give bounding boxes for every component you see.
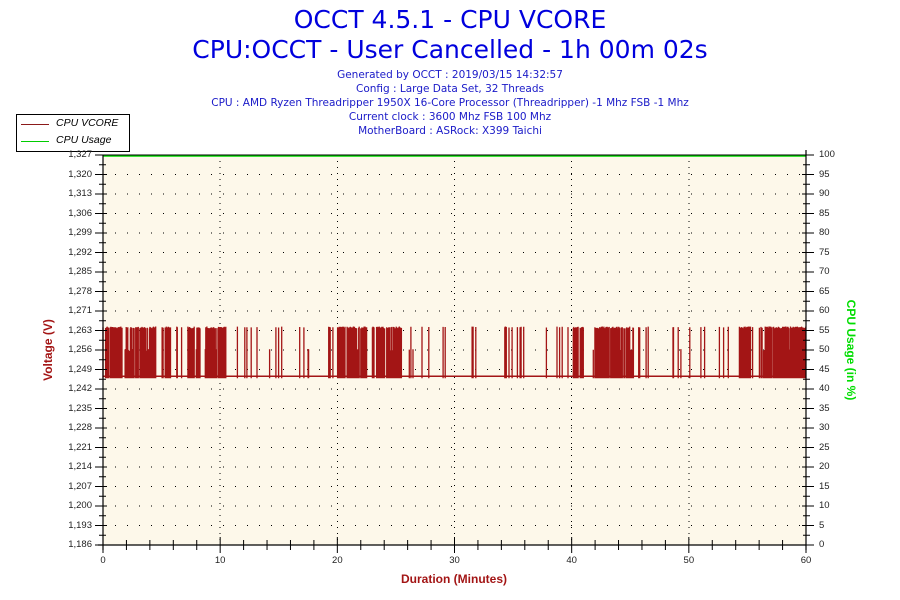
left-tick-label: 1,306 bbox=[68, 207, 92, 219]
right-tick-label: 85 bbox=[819, 207, 830, 219]
left-tick-label: 1,299 bbox=[68, 227, 92, 238]
info-motherboard: MotherBoard : ASRock: X399 Taichi bbox=[358, 125, 542, 137]
left-tick-label: 1,242 bbox=[68, 383, 92, 394]
left-tick-label: 1,249 bbox=[68, 363, 92, 375]
right-tick-label: 0 bbox=[819, 539, 825, 550]
right-tick-label: 25 bbox=[819, 441, 830, 453]
x-tick-label: 10 bbox=[214, 555, 226, 566]
left-tick-label: 1,256 bbox=[68, 344, 92, 355]
right-tick-label: 90 bbox=[819, 188, 830, 199]
x-tick-label: 0 bbox=[100, 555, 106, 566]
left-tick-label: 1,186 bbox=[68, 539, 92, 550]
left-tick-label: 1,292 bbox=[68, 246, 92, 258]
info-clock: Current clock : 3600 Mhz FSB 100 Mhz bbox=[348, 111, 552, 123]
x-axis-title: Duration (Minutes) bbox=[401, 572, 507, 586]
left-axis-title: Voltage (V) bbox=[41, 319, 55, 381]
left-tick-label: 1,235 bbox=[68, 402, 92, 414]
right-tick-label: 55 bbox=[819, 324, 830, 336]
left-tick-label: 1,207 bbox=[68, 480, 92, 492]
right-tick-label: 5 bbox=[819, 519, 825, 531]
x-tick-label: 50 bbox=[683, 555, 695, 566]
right-tick-label: 60 bbox=[819, 305, 830, 316]
legend-item-usage: CPU Usage bbox=[17, 133, 129, 149]
vcore-swatch-icon bbox=[21, 124, 49, 125]
left-tick-label: 1,263 bbox=[68, 324, 92, 336]
legend-label-vcore: CPU VCORE bbox=[56, 117, 119, 129]
left-tick-label: 1,228 bbox=[68, 422, 92, 433]
info-config: Config : Large Data Set, 32 Threads bbox=[356, 83, 544, 95]
left-tick-label: 1,221 bbox=[68, 441, 92, 453]
right-tick-label: 65 bbox=[819, 285, 830, 297]
right-tick-label: 100 bbox=[819, 149, 835, 160]
left-tick-label: 1,271 bbox=[68, 305, 92, 316]
chart-legend: CPU VCORE CPU Usage bbox=[16, 114, 130, 152]
x-tick-label: 30 bbox=[449, 555, 460, 566]
x-tick-label: 40 bbox=[566, 555, 577, 566]
right-tick-label: 80 bbox=[819, 227, 830, 238]
right-tick-label: 20 bbox=[819, 461, 830, 472]
left-tick-label: 1,278 bbox=[68, 285, 92, 297]
left-tick-label: 1,313 bbox=[68, 188, 92, 199]
right-tick-label: 75 bbox=[819, 246, 830, 258]
left-tick-label: 1,200 bbox=[68, 500, 92, 511]
right-tick-label: 35 bbox=[819, 402, 830, 414]
chart-title: OCCT 4.5.1 - CPU VCORE bbox=[293, 5, 607, 34]
right-tick-label: 40 bbox=[819, 383, 830, 394]
left-tick-label: 1,193 bbox=[68, 519, 92, 531]
right-tick-label: 10 bbox=[819, 500, 830, 511]
info-cpu: CPU : AMD Ryzen Threadripper 1950X 16-Co… bbox=[211, 97, 689, 109]
left-tick-label: 1,320 bbox=[68, 168, 92, 180]
left-tick-label: 1,214 bbox=[68, 461, 92, 472]
info-generated: Generated by OCCT : 2019/03/15 14:32:57 bbox=[337, 69, 563, 81]
x-tick-label: 20 bbox=[332, 555, 343, 566]
right-axis-title: CPU Usage (in %) bbox=[844, 299, 858, 401]
right-tick-label: 70 bbox=[819, 266, 830, 277]
legend-item-vcore: CPU VCORE bbox=[17, 116, 129, 132]
right-tick-label: 95 bbox=[819, 168, 830, 180]
chart-subtitle: CPU:OCCT - User Cancelled - 1h 00m 02s bbox=[192, 35, 708, 64]
left-tick-label: 1,285 bbox=[68, 266, 92, 277]
legend-label-usage: CPU Usage bbox=[56, 134, 112, 146]
right-tick-label: 45 bbox=[819, 363, 830, 375]
usage-swatch-icon bbox=[21, 141, 49, 142]
left-tick-label: 1,327 bbox=[68, 149, 92, 160]
right-tick-label: 50 bbox=[819, 344, 830, 355]
x-tick-label: 60 bbox=[800, 555, 812, 566]
right-tick-label: 30 bbox=[819, 422, 830, 433]
right-tick-label: 15 bbox=[819, 480, 830, 492]
